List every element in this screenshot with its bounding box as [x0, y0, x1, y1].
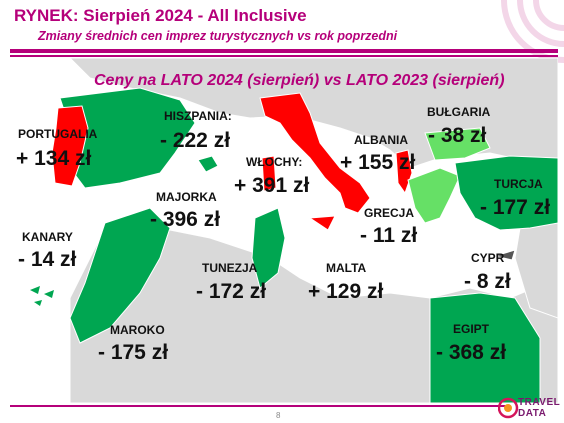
- page-number: 8: [276, 411, 281, 420]
- label-kanary: KANARY: [22, 230, 73, 244]
- logo-text-travel: TRAVEL: [518, 397, 561, 408]
- slide-subtitle: Zmiany średnich cen imprez turystycznych…: [38, 29, 398, 43]
- label-turcja: TURCJA: [494, 177, 543, 191]
- label-hiszpania: HISZPANIA:: [164, 109, 232, 123]
- value-bulgaria: - 38 zł: [428, 124, 487, 147]
- region-kanary-shape-1: [30, 286, 40, 294]
- region-kanary-shape-3: [34, 300, 42, 306]
- value-grecja: - 11 zł: [360, 224, 418, 247]
- region-maroko-shape: [69, 207, 171, 344]
- label-bulgaria: BUŁGARIA: [427, 105, 491, 119]
- label-malta: MALTA: [326, 261, 367, 275]
- value-egipt: - 368 zł: [436, 341, 507, 364]
- region-sycylia-shape: [308, 215, 336, 231]
- value-portugalia: + 134 zł: [16, 147, 92, 170]
- label-maroko: MAROKO: [110, 323, 165, 337]
- region-egipt-shape: [429, 292, 541, 403]
- region-portugalia-shape: [51, 105, 89, 187]
- region-grecja-shape: [407, 167, 461, 224]
- label-egipt: EGIPT: [453, 322, 490, 336]
- map-area: [10, 58, 558, 403]
- label-cypr: CYPR: [471, 251, 505, 265]
- label-majorka: MAJORKA: [156, 190, 217, 204]
- value-wlochy: + 391 zł: [234, 174, 310, 197]
- label-grecja: GRECJA: [364, 206, 415, 220]
- label-tunezja: TUNEZJA: [202, 261, 258, 275]
- value-cypr: - 8 zł: [464, 270, 511, 293]
- region-kanary-shape-2: [44, 290, 54, 298]
- label-portugalia: PORTUGALIA: [18, 127, 98, 141]
- map-title: Ceny na LATO 2024 (sierpień) vs LATO 202…: [94, 72, 505, 89]
- value-malta: + 129 zł: [308, 280, 384, 303]
- value-majorka: - 396 zł: [150, 208, 221, 231]
- header-divider-thin: [10, 55, 558, 57]
- region-wlochy-shape: [259, 92, 371, 214]
- map-svg: [10, 58, 558, 403]
- label-wlochy: WŁOCHY:: [246, 155, 303, 169]
- region-sardynia-shape: [261, 155, 277, 192]
- header-divider: [10, 49, 558, 53]
- value-albania: + 155 zł: [340, 151, 416, 174]
- region-turcja-shape: [454, 155, 558, 231]
- footer-divider: [10, 405, 510, 407]
- region-cypr-shape: [493, 249, 516, 261]
- value-kanary: - 14 zł: [18, 248, 77, 271]
- value-hiszpania: - 222 zł: [160, 129, 231, 152]
- slide-title: RYNEK: Sierpień 2024 - All Inclusive: [14, 6, 307, 25]
- logo-text-data: DATA: [518, 408, 547, 419]
- region-majorka-shape: [197, 155, 219, 173]
- value-tunezja: - 172 zł: [196, 280, 267, 303]
- region-tunezja-shape: [251, 207, 286, 289]
- label-albania: ALBANIA: [354, 133, 408, 147]
- value-turcja: - 177 zł: [480, 196, 551, 219]
- region-bulgaria-shape: [424, 127, 491, 161]
- travel-data-logo: [498, 397, 519, 419]
- value-maroko: - 175 zł: [98, 341, 169, 364]
